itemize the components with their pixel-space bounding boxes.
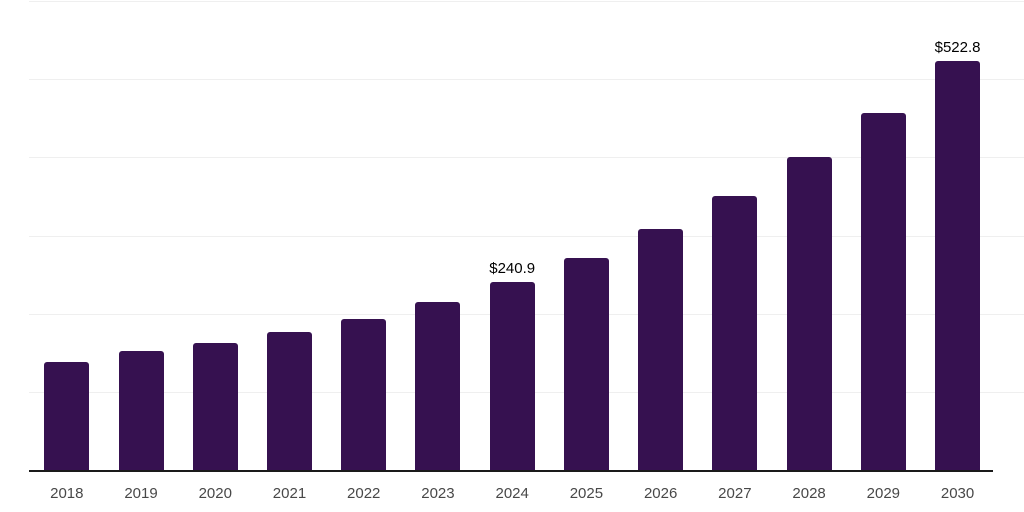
x-tick-2019: 2019 bbox=[124, 485, 158, 502]
bar-2026[interactable] bbox=[638, 229, 684, 471]
x-tick-2025: 2025 bbox=[569, 485, 604, 502]
bar-2027[interactable] bbox=[712, 196, 758, 471]
bar-2024[interactable] bbox=[489, 281, 535, 471]
x-tick-2021: 2021 bbox=[272, 485, 307, 502]
x-tick-2020: 2020 bbox=[198, 485, 232, 502]
bar-2018[interactable] bbox=[44, 362, 90, 471]
bar-2030[interactable] bbox=[935, 60, 981, 471]
x-tick-2029: 2029 bbox=[866, 485, 901, 502]
x-tick-2024: 2024 bbox=[495, 485, 529, 502]
gridline-600 bbox=[29, 0, 1024, 2]
x-tick-2026: 2026 bbox=[643, 485, 678, 502]
x-tick-2030: 2030 bbox=[940, 485, 975, 502]
x-tick-2028: 2028 bbox=[792, 485, 826, 502]
x-axis-line bbox=[29, 469, 993, 472]
bar-2021[interactable] bbox=[266, 331, 312, 471]
x-tick-2018: 2018 bbox=[50, 485, 84, 502]
gridline-400 bbox=[29, 157, 1024, 159]
bar-2022[interactable] bbox=[341, 319, 387, 471]
gridline-300 bbox=[29, 235, 1024, 237]
x-tick-2027: 2027 bbox=[718, 485, 752, 502]
gridline-500 bbox=[29, 78, 1024, 80]
bar-2023[interactable] bbox=[415, 302, 461, 471]
bar-2025[interactable] bbox=[563, 258, 609, 471]
x-tick-2022: 2022 bbox=[347, 485, 381, 502]
bar-2029[interactable] bbox=[860, 112, 906, 471]
x-tick-2023: 2023 bbox=[421, 485, 455, 502]
bar-2020[interactable] bbox=[192, 342, 238, 471]
bar-2028[interactable] bbox=[786, 157, 832, 471]
data-label-2030: $522.8 bbox=[934, 38, 981, 56]
data-label-2024: $240.9 bbox=[489, 259, 536, 277]
bar-2019[interactable] bbox=[118, 350, 164, 471]
